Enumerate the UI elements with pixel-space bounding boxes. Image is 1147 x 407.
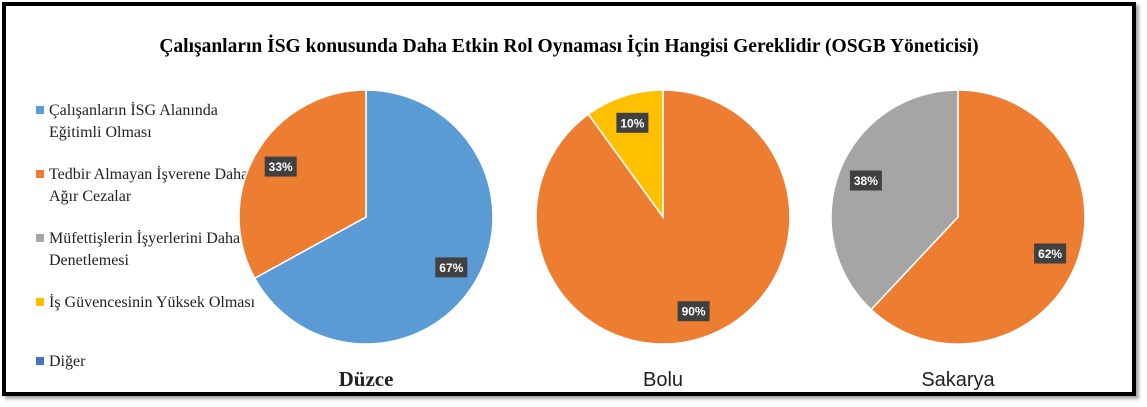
legend-label: Müfettişlerin İşyerlerini Daha Sık Denet… [49, 230, 266, 269]
data-label: 33% [264, 156, 297, 177]
data-label: 62% [1034, 243, 1067, 264]
legend-label: Tedbir Almayan İşverene Daha Ağır Cezala… [49, 166, 249, 205]
data-label-box [616, 112, 649, 133]
pie-name: Bolu [643, 369, 683, 391]
legend-swatch [36, 106, 44, 114]
data-label-text: 90% [682, 305, 706, 319]
data-label-text: 62% [1038, 247, 1062, 261]
pie-name: Düzce [339, 367, 394, 391]
legend-swatch [36, 234, 44, 242]
pie-slice [238, 89, 367, 280]
data-label-text: 67% [439, 261, 463, 275]
data-label-box [1034, 243, 1067, 264]
data-label-text: 10% [620, 116, 644, 130]
legend-label: Diğer [49, 353, 86, 370]
legend-item: Diğer [36, 351, 266, 373]
data-label-text: 38% [854, 174, 878, 188]
legend-item: Tedbir Almayan İşverene Daha Ağır Cezala… [36, 164, 266, 208]
data-label: 67% [435, 257, 468, 278]
legend-swatch [36, 298, 44, 306]
chart-title: Çalışanların İSG konusunda Daha Etkin Ro… [159, 36, 979, 57]
data-label: 38% [849, 170, 882, 191]
data-label: 10% [616, 112, 649, 133]
pie-slice [253, 89, 494, 345]
legend-swatch [36, 170, 44, 178]
legend-label: İş Güvencesinin Yüksek Olması [49, 294, 256, 311]
data-label: 90% [677, 301, 710, 322]
legend-item: İş Güvencesinin Yüksek Olması [36, 292, 266, 314]
data-label-box [264, 156, 297, 177]
data-label-box [677, 301, 710, 322]
pie-name: Sakarya [921, 369, 995, 391]
pie-slice [830, 89, 959, 311]
legend-swatch [36, 357, 44, 365]
data-label-box [849, 170, 882, 191]
legend-label: Çalışanların İSG Alanında Eğitimli Olmas… [49, 102, 218, 141]
legend-item: Çalışanların İSG Alanında Eğitimli Olmas… [36, 100, 266, 144]
data-label-text: 33% [269, 160, 293, 174]
data-label-box [435, 257, 468, 278]
pie-slice [869, 89, 1086, 345]
legend-item: Müfettişlerin İşyerlerini Daha Sık Denet… [36, 228, 266, 272]
